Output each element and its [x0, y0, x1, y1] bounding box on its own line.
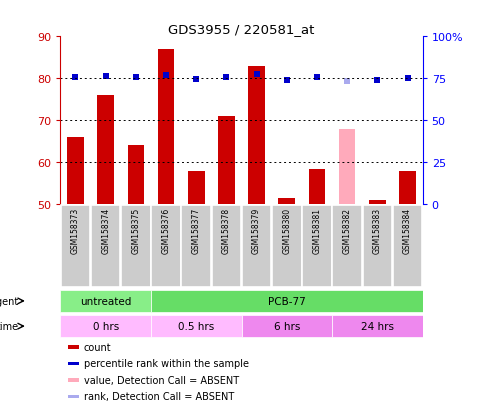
Text: 24 hrs: 24 hrs: [361, 321, 394, 331]
Bar: [332, 206, 362, 288]
Text: 6 hrs: 6 hrs: [273, 321, 300, 331]
Text: GSM158382: GSM158382: [342, 207, 352, 253]
Bar: [98, 96, 114, 205]
Text: value, Detection Call = ABSENT: value, Detection Call = ABSENT: [84, 375, 239, 385]
Bar: [128, 146, 144, 205]
Bar: [339, 129, 355, 205]
Bar: [151, 290, 423, 313]
Bar: [68, 345, 79, 349]
Text: GSM158383: GSM158383: [373, 207, 382, 253]
Bar: [67, 138, 84, 205]
Text: 0.5 hrs: 0.5 hrs: [178, 321, 214, 331]
Bar: [242, 315, 332, 338]
Text: GSM158374: GSM158374: [101, 207, 110, 254]
Bar: [68, 395, 79, 398]
Bar: [279, 199, 295, 205]
Bar: [302, 206, 332, 288]
Bar: [182, 206, 211, 288]
Bar: [218, 117, 235, 205]
Bar: [61, 206, 90, 288]
Bar: [121, 206, 151, 288]
Bar: [60, 290, 151, 313]
Text: count: count: [84, 342, 112, 352]
Text: GSM158379: GSM158379: [252, 207, 261, 254]
Text: rank, Detection Call = ABSENT: rank, Detection Call = ABSENT: [84, 392, 234, 401]
Bar: [393, 206, 422, 288]
Text: 0 hrs: 0 hrs: [93, 321, 119, 331]
Text: percentile rank within the sample: percentile rank within the sample: [84, 358, 249, 368]
Bar: [248, 66, 265, 205]
Bar: [309, 169, 325, 205]
Text: GSM158380: GSM158380: [282, 207, 291, 253]
Bar: [399, 171, 416, 205]
Bar: [91, 206, 120, 288]
Bar: [158, 50, 174, 205]
Bar: [363, 206, 392, 288]
Text: GSM158377: GSM158377: [192, 207, 201, 254]
Bar: [332, 315, 423, 338]
Text: GSM158373: GSM158373: [71, 207, 80, 254]
Text: GSM158376: GSM158376: [161, 207, 170, 254]
Text: agent: agent: [0, 296, 19, 306]
Bar: [272, 206, 301, 288]
Bar: [151, 315, 242, 338]
Bar: [242, 206, 271, 288]
Bar: [60, 315, 151, 338]
Text: untreated: untreated: [80, 296, 131, 306]
Bar: [68, 362, 79, 366]
Text: GSM158375: GSM158375: [131, 207, 141, 254]
Text: GSM158384: GSM158384: [403, 207, 412, 253]
Bar: [212, 206, 241, 288]
Text: time: time: [0, 321, 19, 331]
Bar: [188, 171, 204, 205]
Text: GSM158381: GSM158381: [313, 207, 322, 253]
Text: PCB-77: PCB-77: [268, 296, 306, 306]
Bar: [151, 206, 181, 288]
Bar: [68, 378, 79, 382]
Text: GSM158378: GSM158378: [222, 207, 231, 253]
Title: GDS3955 / 220581_at: GDS3955 / 220581_at: [168, 23, 315, 36]
Bar: [369, 201, 385, 205]
